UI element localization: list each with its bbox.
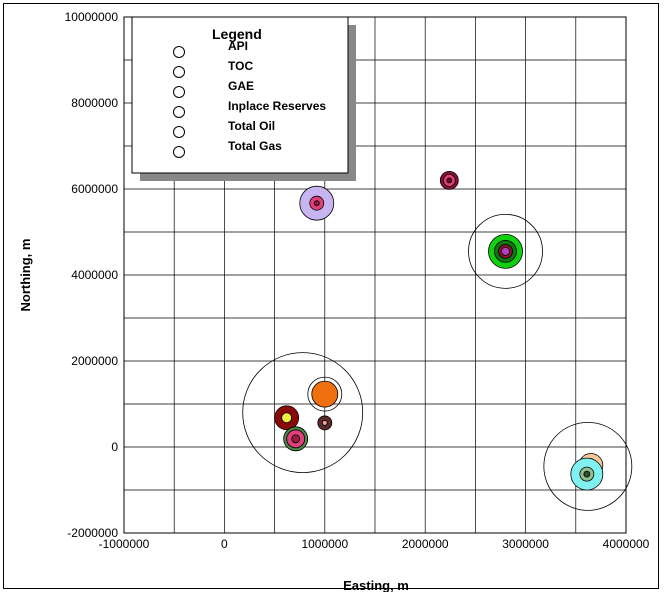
legend-marker	[173, 146, 185, 158]
data-point	[283, 426, 309, 452]
data-ring	[468, 213, 543, 289]
chart-frame	[3, 3, 659, 589]
data-ring	[311, 380, 339, 408]
data-point	[307, 376, 343, 412]
x-tick-label: -1000000	[99, 537, 150, 551]
data-point	[468, 213, 543, 289]
legend-marker	[173, 126, 185, 138]
data-ring	[583, 470, 591, 478]
legend-entry: Total Oil	[228, 119, 275, 133]
data-point	[242, 352, 364, 474]
legend-title: Legend	[212, 26, 262, 42]
legend-entry: Inplace Reserves	[228, 99, 326, 113]
data-point	[317, 415, 333, 431]
legend-entry: API	[228, 39, 248, 53]
legend-marker	[173, 86, 185, 98]
legend-entry: Total Gas	[228, 139, 282, 153]
y-tick-label: 10000000	[65, 10, 119, 24]
data-point	[439, 170, 459, 190]
data-point	[543, 421, 633, 511]
y-tick-label: -2000000	[67, 526, 118, 540]
legend-entry: GAE	[228, 79, 254, 93]
y-tick-label: 0	[111, 440, 118, 454]
x-tick-label: 3000000	[502, 537, 549, 551]
data-ring	[242, 352, 364, 474]
data-points	[242, 170, 633, 511]
legend-box	[131, 16, 349, 174]
x-tick-label: 0	[221, 537, 228, 551]
data-ring	[281, 412, 293, 424]
y-tick-label: 4000000	[71, 268, 118, 282]
legend: Legend API TOC GAE Inplace Reserves Total Oi…	[131, 16, 356, 181]
data-ring	[543, 421, 633, 511]
legend-marker	[173, 46, 185, 58]
y-tick-label: 8000000	[71, 96, 118, 110]
y-tick-label: 6000000	[71, 182, 118, 196]
legend-marker	[173, 66, 185, 78]
x-tick-label: 4000000	[603, 537, 650, 551]
data-ring	[291, 434, 301, 444]
data-ring	[321, 420, 328, 426]
data-point	[274, 405, 300, 431]
tick-labels: -1000000 0 1000000 2000000 3000000 4000000 -20…	[65, 10, 650, 551]
data-ring	[313, 200, 320, 207]
legend-marker	[173, 106, 185, 118]
x-tick-label: 1000000	[301, 537, 348, 551]
y-tick-label: 2000000	[71, 354, 118, 368]
data-ring	[501, 246, 510, 256]
data-ring	[446, 177, 453, 184]
data-ring	[307, 376, 343, 412]
data-point	[570, 457, 604, 491]
grid	[124, 17, 626, 533]
y-axis-title: Northing, m	[18, 239, 33, 312]
x-tick-label: 2000000	[402, 537, 449, 551]
data-point	[299, 185, 335, 221]
legend-entry: TOC	[228, 59, 253, 73]
x-axis-title: Easting, m	[343, 578, 409, 592]
plot-area	[123, 16, 627, 534]
